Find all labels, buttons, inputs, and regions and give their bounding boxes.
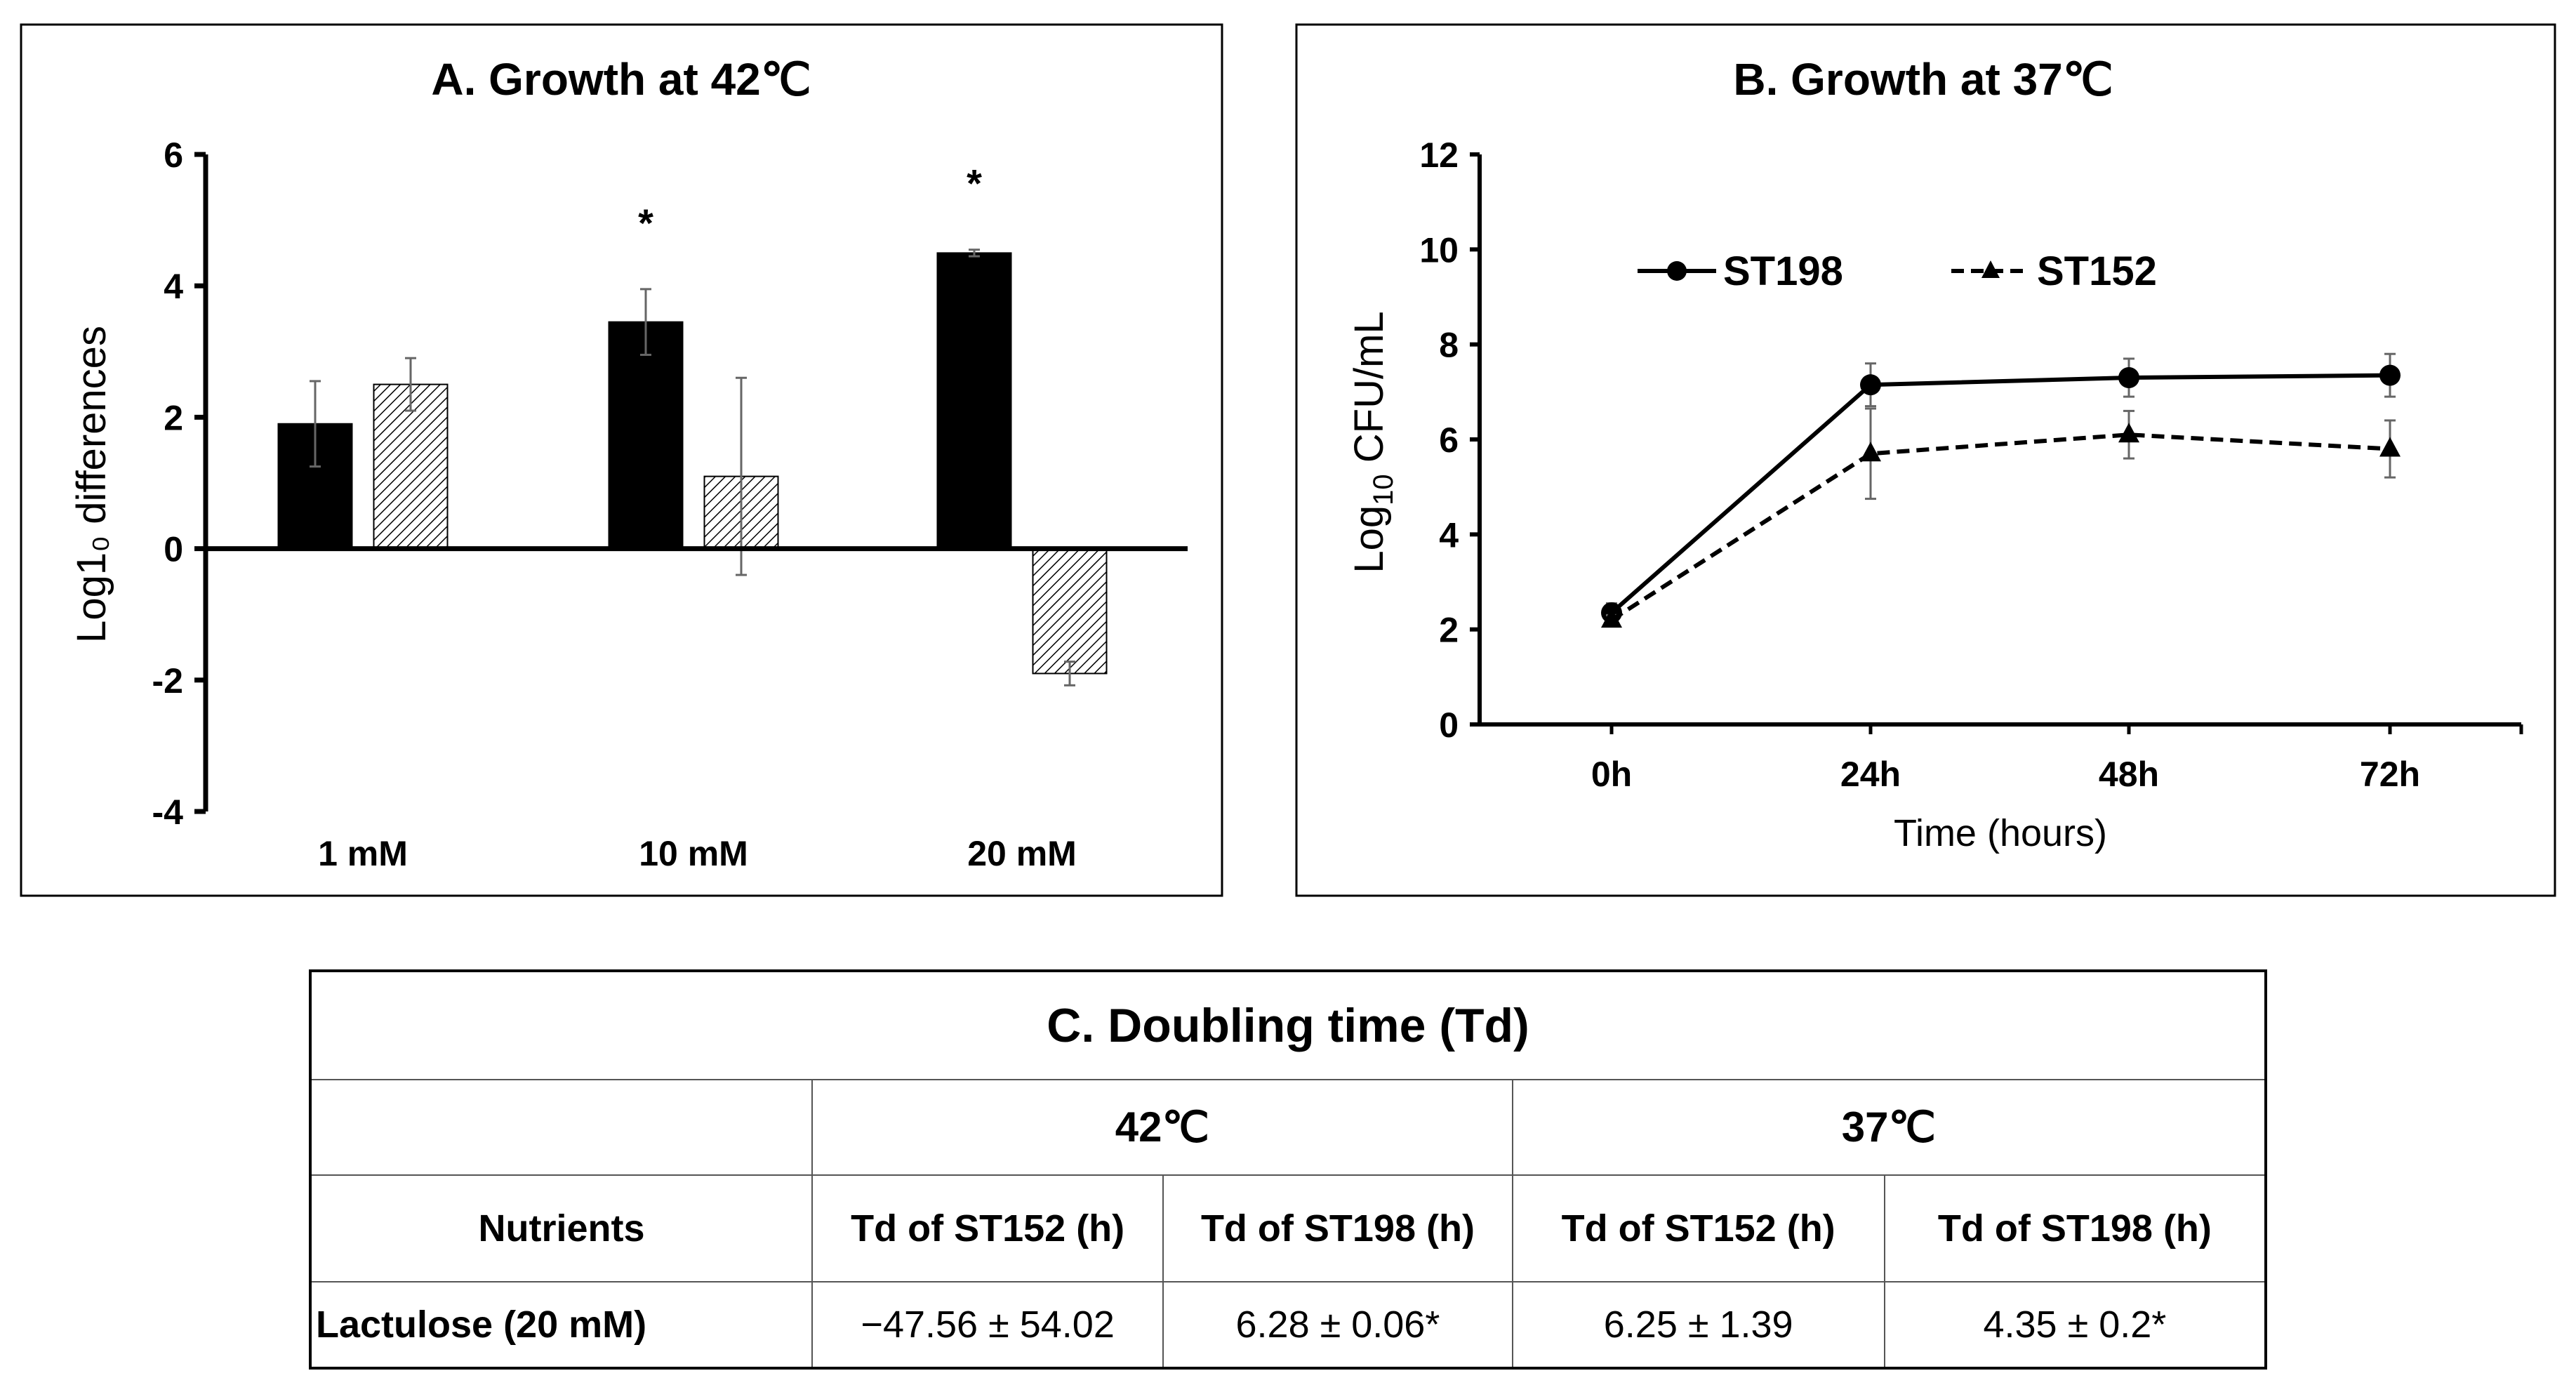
x-tick-label: 10 mM xyxy=(639,834,748,873)
x-tick-label: 72h xyxy=(2360,755,2420,794)
bar-st152 xyxy=(1032,548,1108,675)
x-tick-label: 0h xyxy=(1591,755,1632,794)
y-tick-label: -2 xyxy=(152,661,183,701)
column-header: Td of ST152 (h) xyxy=(1511,1174,1885,1282)
table-row: Lactulose (20 mM) −47.56 ± 54.02 6.28 ± … xyxy=(309,1281,2267,1369)
y-tick-label: 2 xyxy=(164,398,183,437)
line-st152 xyxy=(1610,432,2391,622)
chart-a-ylabel: Log1₀ differences xyxy=(69,326,114,643)
y-tick-label: 0 xyxy=(164,530,183,569)
y-tick-label: 12 xyxy=(1419,135,1459,175)
bar-st198 xyxy=(608,321,684,550)
y-tick-label: 8 xyxy=(1439,326,1459,365)
line-st198 xyxy=(1610,373,2391,615)
y-tick-label: 0 xyxy=(1439,705,1459,745)
y-tick-label: 10 xyxy=(1419,230,1459,270)
doubling-time-table: C. Doubling time (Td) 42℃ 37℃ Nutrients … xyxy=(309,969,2267,1370)
legend-marker-triangle xyxy=(1981,260,2000,278)
legend-label: ST198 xyxy=(1723,248,1843,294)
bar-st198 xyxy=(936,252,1012,550)
legend-label: ST152 xyxy=(2037,248,2157,294)
chart-b-title: B. Growth at 37℃ xyxy=(1733,54,2113,105)
marker-circle xyxy=(2379,364,2401,386)
empty-cell xyxy=(309,1079,814,1176)
marker-triangle xyxy=(2379,437,2401,457)
marker-circle xyxy=(2118,367,2139,389)
y-tick-label: 4 xyxy=(164,267,183,306)
marker-circle xyxy=(1860,374,1881,396)
significance-marker: * xyxy=(967,161,982,206)
panel-a-frame xyxy=(20,23,1223,897)
table-cell: 6.28 ± 0.06* xyxy=(1162,1281,1513,1369)
y-tick-label: 2 xyxy=(1439,611,1459,650)
chart-a: 6 4 2 0 -2 -4 1 mM 10 mM 20 mM * * xyxy=(152,135,1188,873)
x-tick-label: 48h xyxy=(2099,755,2159,794)
y-tick-label: 6 xyxy=(164,135,183,175)
marker-triangle xyxy=(1601,608,1622,628)
table-cell: Lactulose (20 mM) xyxy=(309,1281,814,1369)
y-tick-label: 4 xyxy=(1439,515,1459,555)
x-tick-label: 1 mM xyxy=(318,834,408,873)
chart-a-title: A. Growth at 42℃ xyxy=(431,54,811,105)
marker-triangle xyxy=(2118,423,2139,443)
table-cell: −47.56 ± 54.02 xyxy=(811,1281,1164,1369)
table-cell: 6.25 ± 1.39 xyxy=(1511,1281,1885,1369)
temp-header-42: 42℃ xyxy=(811,1079,1513,1176)
y-tick-label: 6 xyxy=(1439,420,1459,460)
table-title: C. Doubling time (Td) xyxy=(310,970,2266,1080)
marker-triangle xyxy=(1860,442,1881,462)
significance-marker: * xyxy=(638,201,653,245)
chart-b: 0 2 4 6 8 10 12 0h 24h 48h 72h ST198 ST152 xyxy=(1419,135,2523,794)
y-tick-label: -4 xyxy=(152,793,184,832)
x-tick-label: 20 mM xyxy=(967,834,1077,873)
chart-b-xlabel: Time (hours) xyxy=(1894,812,2107,854)
x-tick-label: 24h xyxy=(1840,755,1901,794)
temp-header-37: 37℃ xyxy=(1511,1079,2267,1176)
column-header: Nutrients xyxy=(309,1174,814,1282)
column-header: Td of ST198 (h) xyxy=(1883,1174,2267,1282)
table-cell: 4.35 ± 0.2* xyxy=(1883,1281,2267,1369)
legend-marker-circle xyxy=(1667,261,1687,281)
chart-b-ylabel: Log10 CFU/mL xyxy=(1346,311,1399,573)
column-header: Td of ST152 (h) xyxy=(811,1174,1164,1282)
panel-b-frame xyxy=(1295,23,2556,897)
column-header: Td of ST198 (h) xyxy=(1162,1174,1513,1282)
